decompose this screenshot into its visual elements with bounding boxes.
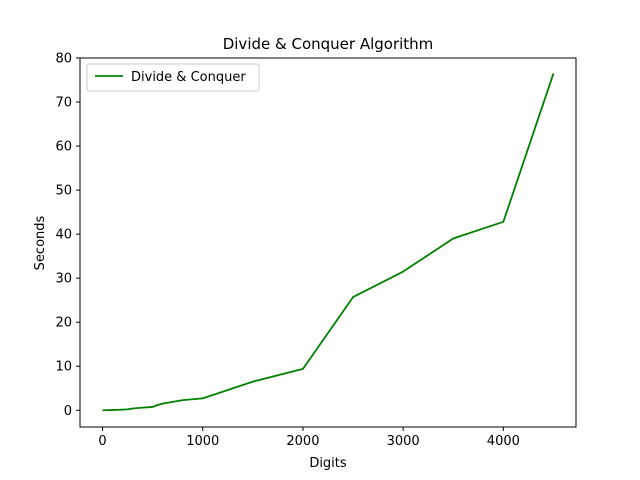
y-tick-label: 60	[55, 140, 72, 155]
y-tick-label: 10	[55, 360, 72, 375]
legend-label: Divide & Conquer	[131, 70, 246, 85]
legend-box	[86, 63, 260, 92]
axes: 0 1000 2000 3000 4000 0 10 20 30 40 50 60 70 80	[55, 52, 577, 449]
plot-area	[102, 73, 555, 412]
chart-title: Divide & Conquer Algorithm	[223, 35, 434, 53]
y-axis-label: Seconds	[33, 215, 48, 270]
x-tick-label: 0	[98, 434, 106, 449]
x-tick-label: 3000	[387, 434, 420, 449]
x-tick-label: 2000	[286, 434, 319, 449]
axes-frame	[79, 57, 577, 428]
y-tick-label: 40	[55, 228, 72, 243]
y-tick-label: 0	[64, 404, 72, 419]
legend: Divide & Conquer	[86, 63, 260, 92]
x-tick-label: 4000	[487, 434, 520, 449]
series-line-0	[102, 73, 555, 412]
y-tick-label: 30	[55, 272, 72, 287]
y-tick-label: 20	[55, 316, 72, 331]
y-tick-label: 50	[55, 184, 72, 199]
x-tick-label: 1000	[186, 434, 219, 449]
y-tick-label: 70	[55, 96, 72, 111]
x-axis-label: Digits	[309, 456, 347, 471]
y-tick-label: 80	[55, 52, 72, 67]
